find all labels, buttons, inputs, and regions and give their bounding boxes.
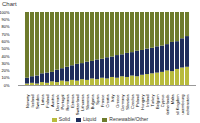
svg-text:Finland: Finland: [44, 94, 50, 108]
svg-text:70%: 70%: [1, 32, 9, 37]
svg-text:Norway: Norway: [24, 94, 30, 109]
svg-text:Ireland: Ireland: [144, 94, 150, 107]
svg-text:100%: 100%: [0, 10, 10, 15]
svg-text:Bulgaria: Bulgaria: [89, 94, 95, 110]
svg-text:Iceland: Iceland: [29, 94, 35, 108]
svg-text:Czechia: Czechia: [129, 94, 135, 109]
svg-text:Italy: Italy: [109, 94, 115, 102]
svg-text:80%: 80%: [1, 24, 9, 29]
svg-text:40%: 40%: [1, 54, 9, 59]
svg-text:Greece: Greece: [114, 94, 120, 108]
svg-text:Spain: Spain: [94, 94, 100, 105]
svg-text:Germany: Germany: [119, 94, 125, 111]
svg-text:20%: 20%: [1, 68, 9, 73]
svg-text:Latvia: Latvia: [39, 94, 45, 106]
svg-text:Cyprus: Cyprus: [159, 94, 165, 108]
svg-text:Croatia: Croatia: [104, 94, 110, 108]
html-text:Solid: Solid: [58, 116, 70, 122]
html-text:Chart: Chart: [2, 1, 17, 7]
svg-text:Portugal: Portugal: [59, 94, 65, 110]
html-text:Renewable/Other: Renewable/Other: [109, 116, 149, 122]
svg-text:Slovakia: Slovakia: [124, 94, 130, 110]
svg-text:France: France: [99, 94, 105, 107]
svg-text:0%: 0%: [4, 83, 10, 88]
svg-text:60%: 60%: [1, 39, 9, 44]
svg-text:30%: 30%: [1, 61, 9, 66]
svg-text:Turkey: Turkey: [149, 94, 155, 107]
svg-text:Slovenia: Slovenia: [84, 94, 90, 110]
svg-text:Austria: Austria: [49, 94, 55, 107]
svg-text:50%: 50%: [1, 46, 9, 51]
svg-text:Romania: Romania: [64, 94, 70, 111]
svg-text:Liechtenstein: Liechtenstein: [185, 95, 190, 116]
svg-text:Poland: Poland: [134, 94, 140, 107]
svg-text:Lithuania: Lithuania: [79, 94, 85, 111]
svg-text:90%: 90%: [1, 17, 9, 22]
svg-text:Hungary: Hungary: [139, 94, 145, 110]
svg-text:10%: 10%: [1, 75, 9, 80]
svg-text:Malta: Malta: [169, 94, 175, 105]
svg-text:Belgium: Belgium: [154, 94, 160, 109]
svg-text:Estonia: Estonia: [69, 94, 75, 108]
svg-text:Sweden: Sweden: [34, 94, 40, 109]
html-text:Liquid: Liquid: [82, 116, 97, 122]
svg-text:Denmark: Denmark: [54, 94, 60, 111]
